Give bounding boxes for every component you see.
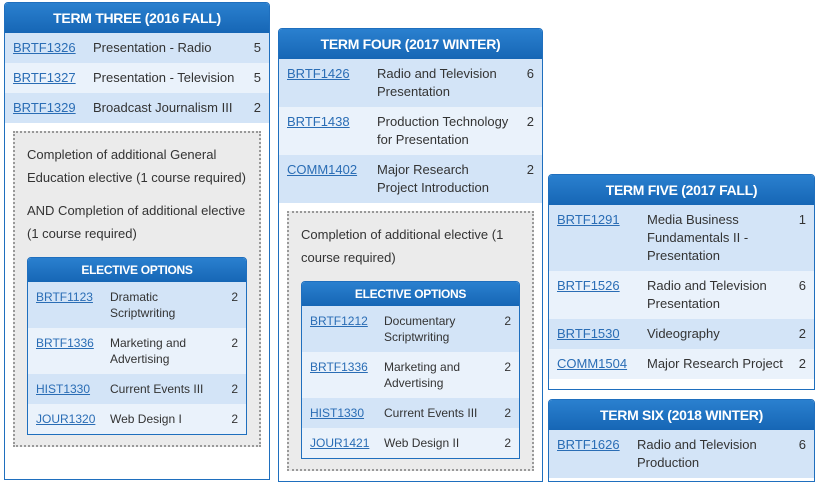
course-row: BRTF1426 Radio and Television Presentatio… [279,59,542,107]
course-row: BRTF1326 Presentation - Radio 5 [5,33,269,63]
course-row: BRTF1212 Documentary Scriptwriting 2 [302,306,519,352]
course-name: Production Technology for Presentation [377,114,509,147]
course-row: JOUR1421 Web Design II 2 [302,428,519,458]
course-code-link[interactable]: BRTF1336 [36,336,94,350]
course-code-link[interactable]: BRTF1438 [287,114,350,129]
note-text: AND Completion of additional elective (1… [27,203,246,241]
course-name: Radio and Television Presentation [647,278,767,311]
term-card: TERM SIX (2018 WINTER) BRTF1626 Radio and … [548,399,815,482]
course-code-link[interactable]: BRTF1526 [557,278,620,293]
course-name: Marketing and Advertising [384,360,461,390]
requirement-note: Completion of additional elective (1 cou… [287,211,534,471]
course-name: Major Research Project [647,356,783,371]
course-name: Radio and Television Presentation [377,66,497,99]
course-name: Current Events III [110,382,204,396]
course-credits: 2 [231,412,238,426]
elective-options: ELECTIVE OPTIONS BRTF1123 Dramatic Scriptw… [27,257,247,435]
course-credits: 2 [526,114,534,129]
course-name: Presentation - Radio [93,40,212,55]
course-code-link[interactable]: COMM1504 [557,356,628,371]
course-code-link[interactable]: BRTF1326 [13,40,76,55]
course-code-link[interactable]: BRTF1426 [287,66,350,81]
elective-options: ELECTIVE OPTIONS BRTF1212 Documentary Scri… [301,281,520,459]
course-credits: 6 [798,278,806,293]
course-code-link[interactable]: JOUR1320 [36,412,96,426]
course-row: BRTF1327 Presentation - Television 5 [5,63,269,93]
course-code-link[interactable]: HIST1330 [310,406,365,420]
course-credits: 5 [253,40,261,55]
course-row: HIST1330 Current Events III 2 [28,374,246,404]
note-text: Completion of additional General Educati… [27,147,246,185]
course-name: Broadcast Journalism III [93,100,233,115]
course-name: Media Business Fundamentals II - Present… [647,212,749,263]
course-name: Marketing and Advertising [110,336,187,366]
course-code-link[interactable]: BRTF1530 [557,326,620,341]
course-code-link[interactable]: HIST1330 [36,382,91,396]
course-code-link[interactable]: BRTF1212 [310,314,368,328]
course-credits: 2 [504,436,511,450]
course-name: Radio and Television Production [637,437,757,470]
elective-title: ELECTIVE OPTIONS [302,282,519,306]
course-row: BRTF1291 Media Business Fundamentals II -… [549,205,814,271]
course-credits: 2 [504,406,511,420]
course-code-link[interactable]: BRTF1336 [310,360,368,374]
course-name: Web Design II [384,436,460,450]
course-credits: 2 [504,360,511,374]
course-row: BRTF1329 Broadcast Journalism III 2 [5,93,269,123]
course-row: BRTF1530 Videography 2 [549,319,814,349]
course-code-link[interactable]: BRTF1123 [36,290,93,304]
course-credits: 1 [798,212,806,227]
course-row: JOUR1320 Web Design I 2 [28,404,246,434]
course-row: COMM1402 Major Research Project Introduct… [279,155,542,203]
course-name: Documentary Scriptwriting [384,314,456,344]
course-code-link[interactable]: BRTF1626 [557,437,620,452]
course-row: BRTF1336 Marketing and Advertising 2 [28,328,246,374]
course-code-link[interactable]: BRTF1329 [13,100,76,115]
course-credits: 2 [253,100,261,115]
course-name: Dramatic Scriptwriting [110,290,176,320]
course-credits: 2 [231,382,238,396]
course-credits: 6 [798,437,806,452]
course-row: BRTF1336 Marketing and Advertising 2 [302,352,519,398]
note-text: Completion of additional elective (1 cou… [301,227,504,265]
course-code-link[interactable]: BRTF1291 [557,212,620,227]
course-name: Presentation - Television [93,70,235,85]
elective-title: ELECTIVE OPTIONS [28,258,246,282]
course-credits: 2 [231,336,238,350]
course-row: HIST1330 Current Events III 2 [302,398,519,428]
course-credits: 6 [526,66,534,81]
course-credits: 2 [526,162,534,177]
course-name: Current Events III [384,406,478,420]
course-credits: 2 [504,314,511,328]
course-row: BRTF1626 Radio and Television Production 6 [549,430,814,478]
term-title: TERM SIX (2018 WINTER) [549,400,814,430]
course-row: BRTF1526 Radio and Television Presentatio… [549,271,814,319]
course-credits: 2 [798,326,806,341]
requirement-note: Completion of additional General Educati… [13,131,261,447]
term-card: TERM FOUR (2017 WINTER) BRTF1426 Radio and… [278,28,543,482]
course-code-link[interactable]: JOUR1421 [310,436,370,450]
term-card: TERM THREE (2016 FALL) BRTF1326 Presentati… [4,2,270,480]
course-row: BRTF1438 Production Technology for Presen… [279,107,542,155]
term-title: TERM FIVE (2017 FALL) [549,175,814,205]
course-row: COMM1504 Major Research Project 2 [549,349,814,379]
course-name: Major Research Project Introduction [377,162,490,195]
term-title: TERM FOUR (2017 WINTER) [279,29,542,59]
course-name: Videography [647,326,720,341]
course-name: Web Design I [110,412,182,426]
course-credits: 2 [798,356,806,371]
course-code-link[interactable]: COMM1402 [287,162,358,177]
term-title: TERM THREE (2016 FALL) [5,3,269,33]
course-credits: 2 [231,290,238,304]
course-credits: 5 [253,70,261,85]
course-code-link[interactable]: BRTF1327 [13,70,76,85]
course-row: BRTF1123 Dramatic Scriptwriting 2 [28,282,246,328]
term-card: TERM FIVE (2017 FALL) BRTF1291 Media Busin… [548,174,815,390]
